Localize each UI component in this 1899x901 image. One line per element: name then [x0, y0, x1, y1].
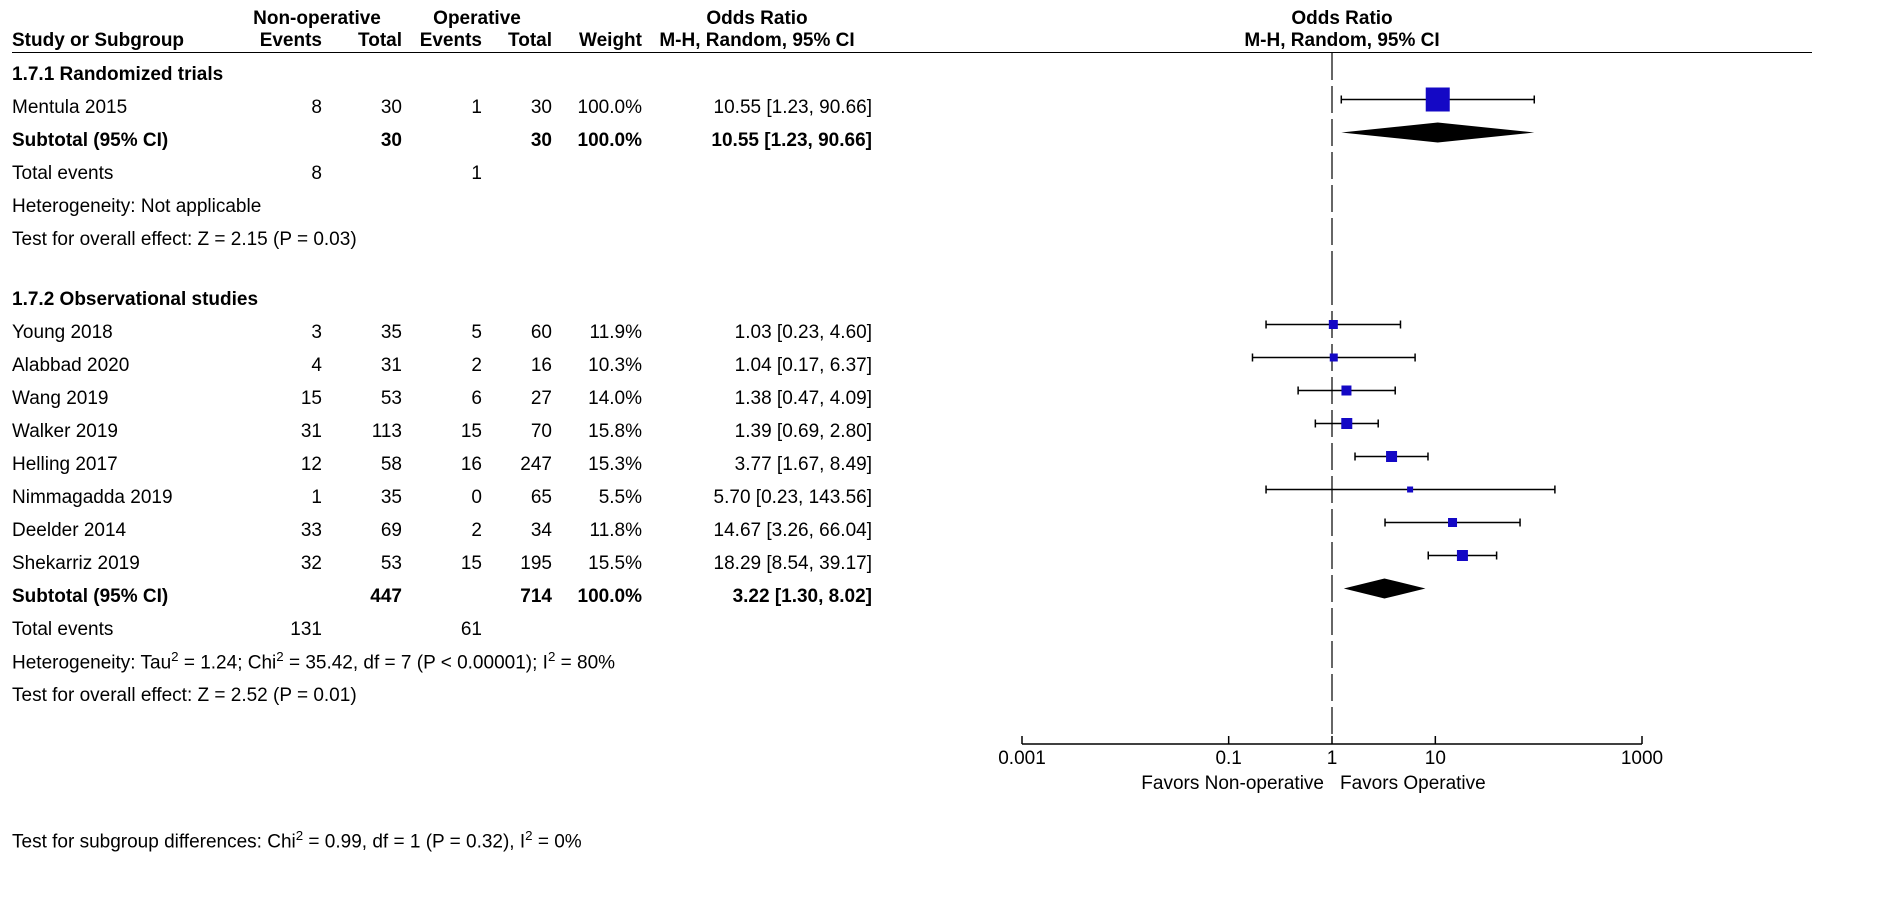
- svg-text:10: 10: [1425, 748, 1446, 769]
- hdr-weight: Weight: [552, 30, 642, 52]
- study-name: Nimmagadda 2019: [12, 487, 232, 509]
- hdr-total2: Total: [482, 30, 552, 52]
- study-name: Helling 2017: [12, 454, 232, 476]
- svg-text:Favors Non-operative: Favors Non-operative: [1141, 773, 1324, 794]
- study-name: Walker 2019: [12, 421, 232, 443]
- svg-text:Favors Operative: Favors Operative: [1340, 773, 1486, 794]
- subgroup-title: 1.7.1 Randomized trials: [12, 64, 872, 86]
- forest-study-marker: [872, 311, 1812, 338]
- total-events-label: Total events: [12, 619, 232, 641]
- subgroup-title: 1.7.2 Observational studies: [12, 289, 872, 311]
- study-name: Young 2018: [12, 322, 232, 344]
- heterogeneity-text: Heterogeneity: Tau2 = 1.24; Chi2 = 35.42…: [12, 649, 872, 674]
- hdr-events1: Events: [232, 30, 322, 52]
- forest-study-marker: [872, 410, 1812, 437]
- hdr-study: Study or Subgroup: [12, 30, 232, 52]
- study-name: Alabbad 2020: [12, 355, 232, 377]
- hdr-effect-measure: M-H, Random, 95% CI: [642, 30, 872, 52]
- forest-study-marker: [872, 509, 1812, 536]
- svg-text:0.1: 0.1: [1215, 748, 1241, 769]
- hdr-group2: Operative: [402, 8, 552, 30]
- forest-study-marker: [872, 476, 1812, 503]
- forest-study-marker: [872, 443, 1812, 470]
- study-name: Wang 2019: [12, 388, 232, 410]
- overall-effect-text: Test for overall effect: Z = 2.15 (P = 0…: [12, 229, 872, 251]
- svg-text:1: 1: [1327, 748, 1338, 769]
- svg-text:1000: 1000: [1621, 748, 1663, 769]
- forest-study-marker: [872, 344, 1812, 371]
- overall-effect-text: Test for overall effect: Z = 2.52 (P = 0…: [12, 685, 872, 707]
- subtotal-label: Subtotal (95% CI): [12, 130, 232, 152]
- forest-study-marker: [872, 542, 1812, 569]
- hdr-group1: Non-operative: [232, 8, 402, 30]
- hdr-plot-measure: M-H, Random, 95% CI: [872, 30, 1812, 52]
- heterogeneity-text: Heterogeneity: Not applicable: [12, 196, 872, 218]
- forest-axis: 0.001 0.1 1 10 1000 Favors Non-operative Favor…: [872, 734, 1812, 810]
- study-name: Shekarriz 2019: [12, 553, 232, 575]
- study-name: Deelder 2014: [12, 520, 232, 542]
- subgroup-diff-test: Test for subgroup differences: Chi2 = 0.…: [12, 828, 1887, 853]
- forest-subtotal-diamond: [872, 575, 1812, 602]
- hdr-effect-title: Odds Ratio: [642, 8, 872, 30]
- forest-subtotal-diamond: [872, 119, 1812, 146]
- hdr-total1: Total: [322, 30, 402, 52]
- forest-study-marker: [872, 86, 1812, 113]
- study-name: Mentula 2015: [12, 97, 232, 119]
- total-events-label: Total events: [12, 163, 232, 185]
- hdr-events2: Events: [402, 30, 482, 52]
- svg-text:0.001: 0.001: [998, 748, 1046, 769]
- forest-study-marker: [872, 377, 1812, 404]
- subtotal-label: Subtotal (95% CI): [12, 586, 232, 608]
- hdr-plot-title: Odds Ratio: [872, 8, 1812, 30]
